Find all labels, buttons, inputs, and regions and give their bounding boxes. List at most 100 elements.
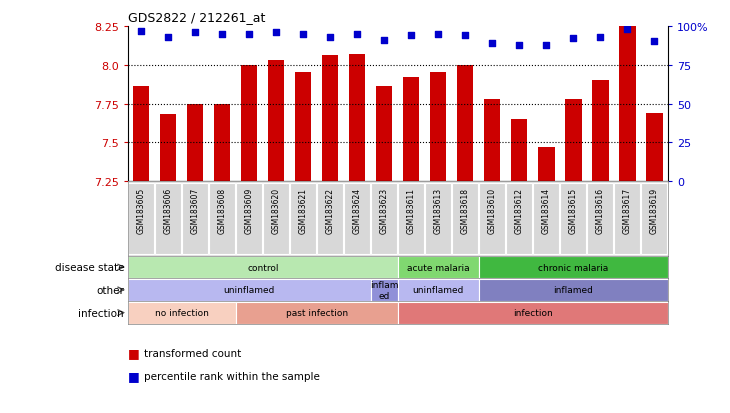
FancyBboxPatch shape: [507, 183, 532, 254]
Bar: [268, 61, 285, 182]
FancyBboxPatch shape: [372, 183, 397, 254]
FancyBboxPatch shape: [345, 183, 370, 254]
Bar: [133, 87, 150, 182]
Point: [379, 38, 391, 44]
FancyBboxPatch shape: [318, 183, 343, 254]
Bar: [511, 120, 528, 182]
FancyBboxPatch shape: [534, 183, 559, 254]
Point: [595, 34, 607, 41]
Text: chronic malaria: chronic malaria: [538, 263, 609, 272]
FancyBboxPatch shape: [236, 302, 398, 324]
Point: [622, 26, 634, 33]
Text: GSM183616: GSM183616: [596, 188, 605, 234]
Text: infection: infection: [513, 309, 553, 317]
Bar: [565, 100, 582, 182]
Point: [217, 31, 228, 38]
Text: inflam
ed: inflam ed: [370, 280, 399, 300]
Point: [433, 31, 445, 38]
Text: GSM183617: GSM183617: [623, 188, 632, 234]
Text: disease state: disease state: [55, 262, 124, 273]
Text: GDS2822 / 212261_at: GDS2822 / 212261_at: [128, 11, 265, 24]
Bar: [538, 147, 555, 182]
Text: uninflamed: uninflamed: [223, 286, 275, 294]
Point: [649, 39, 661, 46]
Point: [136, 28, 147, 35]
Bar: [646, 114, 663, 182]
FancyBboxPatch shape: [642, 183, 667, 254]
Bar: [376, 87, 393, 182]
Point: [352, 31, 364, 38]
Bar: [322, 56, 339, 182]
FancyBboxPatch shape: [210, 183, 235, 254]
Bar: [349, 55, 366, 182]
Text: GSM183621: GSM183621: [299, 188, 308, 234]
Text: GSM183609: GSM183609: [245, 188, 254, 234]
FancyBboxPatch shape: [453, 183, 478, 254]
Text: GSM183605: GSM183605: [137, 188, 146, 234]
Text: GSM183608: GSM183608: [218, 188, 227, 234]
Text: other: other: [96, 285, 124, 295]
Text: no infection: no infection: [155, 309, 209, 317]
Text: GSM183622: GSM183622: [326, 188, 335, 234]
FancyBboxPatch shape: [291, 183, 316, 254]
Text: GSM183615: GSM183615: [569, 188, 578, 234]
Text: GSM183606: GSM183606: [164, 188, 173, 234]
Text: ■: ■: [128, 347, 139, 360]
Point: [244, 31, 256, 38]
FancyBboxPatch shape: [182, 183, 208, 254]
FancyBboxPatch shape: [426, 183, 451, 254]
Bar: [187, 104, 204, 182]
Point: [190, 30, 201, 36]
Text: GSM183619: GSM183619: [650, 188, 659, 234]
Text: GSM183613: GSM183613: [434, 188, 443, 234]
Text: GSM183611: GSM183611: [407, 188, 416, 234]
FancyBboxPatch shape: [479, 279, 668, 301]
Bar: [484, 100, 501, 182]
Text: infection: infection: [79, 308, 124, 318]
Text: inflamed: inflamed: [553, 286, 593, 294]
Point: [270, 30, 282, 36]
Text: control: control: [247, 263, 279, 272]
Point: [541, 42, 553, 49]
Text: GSM183610: GSM183610: [488, 188, 497, 234]
Bar: [592, 81, 609, 182]
Text: GSM183620: GSM183620: [272, 188, 281, 234]
Text: GSM183614: GSM183614: [542, 188, 551, 234]
Point: [487, 40, 499, 47]
Point: [162, 34, 174, 41]
FancyBboxPatch shape: [588, 183, 613, 254]
FancyBboxPatch shape: [561, 183, 586, 254]
Bar: [430, 73, 447, 182]
Point: [298, 31, 310, 38]
Point: [568, 36, 580, 43]
Text: GSM183618: GSM183618: [461, 188, 470, 234]
Text: uninflamed: uninflamed: [412, 286, 464, 294]
FancyBboxPatch shape: [128, 279, 371, 301]
Bar: [241, 66, 258, 182]
FancyBboxPatch shape: [128, 302, 236, 324]
Point: [460, 33, 472, 39]
Text: past infection: past infection: [285, 309, 348, 317]
Point: [406, 33, 418, 39]
FancyBboxPatch shape: [371, 279, 398, 301]
FancyBboxPatch shape: [479, 256, 668, 278]
Point: [325, 34, 337, 41]
FancyBboxPatch shape: [399, 183, 424, 254]
Text: acute malaria: acute malaria: [407, 263, 469, 272]
Bar: [403, 78, 420, 182]
Bar: [619, 27, 636, 182]
Bar: [160, 115, 177, 182]
Bar: [295, 73, 312, 182]
Bar: [457, 66, 474, 182]
Text: GSM183624: GSM183624: [353, 188, 362, 234]
FancyBboxPatch shape: [237, 183, 262, 254]
Text: GSM183623: GSM183623: [380, 188, 389, 234]
FancyBboxPatch shape: [128, 183, 154, 254]
FancyBboxPatch shape: [155, 183, 181, 254]
FancyBboxPatch shape: [264, 183, 289, 254]
Text: percentile rank within the sample: percentile rank within the sample: [144, 371, 320, 381]
Text: GSM183612: GSM183612: [515, 188, 524, 234]
FancyBboxPatch shape: [398, 302, 668, 324]
FancyBboxPatch shape: [128, 256, 398, 278]
Text: ■: ■: [128, 369, 139, 382]
